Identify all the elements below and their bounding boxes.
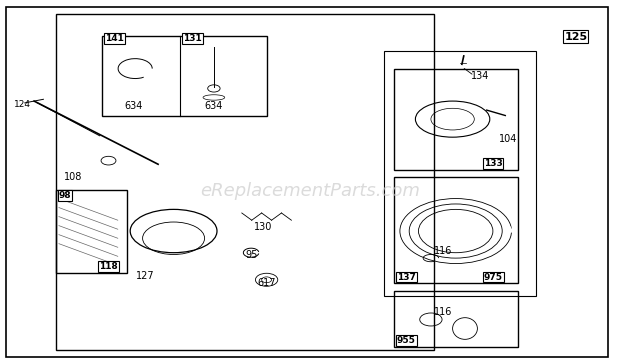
Bar (394, 177, 518, 283)
Text: 634: 634 (205, 101, 223, 112)
Text: 118: 118 (99, 262, 118, 271)
Text: 137: 137 (397, 273, 415, 282)
Text: 975: 975 (484, 273, 503, 282)
Text: 125: 125 (564, 31, 587, 42)
Text: 131: 131 (183, 34, 202, 43)
Text: 133: 133 (484, 159, 502, 168)
Text: 634: 634 (124, 101, 143, 112)
Bar (56, 14, 434, 350)
Text: 124: 124 (14, 100, 31, 109)
Text: 617: 617 (257, 278, 276, 288)
Text: 95: 95 (245, 249, 257, 260)
Text: 955: 955 (397, 336, 415, 345)
Bar (56, 190, 127, 273)
Text: 127: 127 (136, 271, 155, 281)
Bar (102, 36, 267, 116)
Text: 116: 116 (434, 246, 453, 256)
Text: 98: 98 (59, 191, 71, 200)
Text: 116: 116 (434, 307, 453, 317)
Text: eReplacementParts.com: eReplacementParts.com (200, 182, 420, 200)
Bar (394, 69, 518, 170)
Text: 134: 134 (471, 71, 490, 81)
Bar (394, 291, 518, 347)
Text: 108: 108 (64, 172, 82, 182)
Text: 130: 130 (254, 222, 273, 232)
Text: 141: 141 (105, 34, 124, 43)
Bar (384, 51, 536, 296)
Text: 104: 104 (499, 134, 518, 144)
